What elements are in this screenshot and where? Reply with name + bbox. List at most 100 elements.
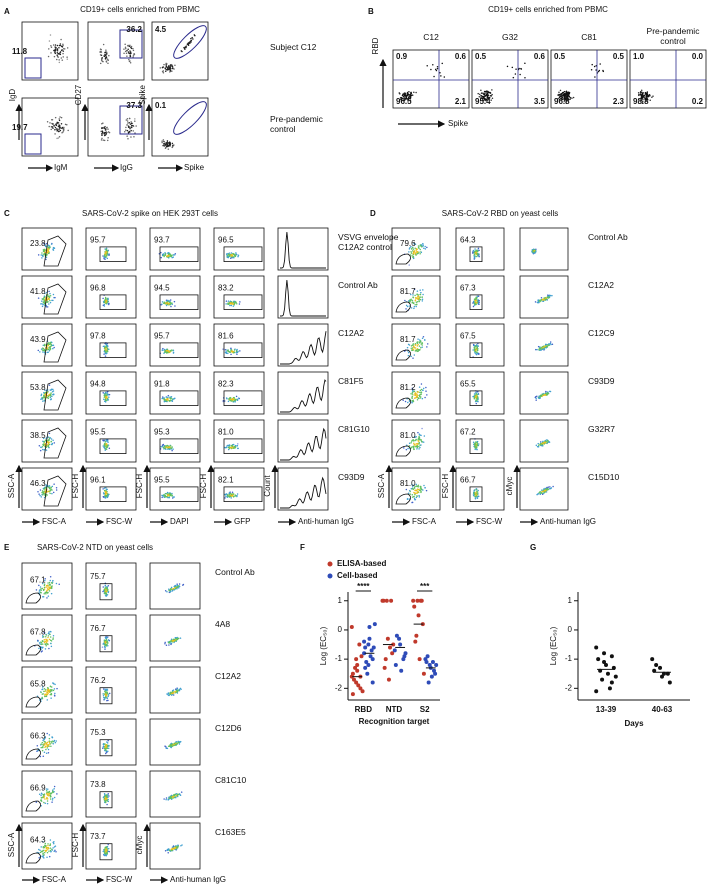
event-dot bbox=[227, 352, 229, 355]
event-dot bbox=[563, 90, 566, 93]
plot-frame bbox=[85, 770, 137, 818]
event-dot bbox=[103, 305, 106, 307]
event-dot bbox=[53, 55, 56, 58]
event-dot bbox=[512, 76, 515, 79]
gate-value: 36.2 bbox=[126, 25, 142, 34]
data-point bbox=[353, 665, 358, 670]
event-dot bbox=[123, 48, 125, 50]
event-dot bbox=[163, 254, 165, 256]
event-dot bbox=[50, 693, 53, 696]
event-dot bbox=[51, 126, 54, 128]
data-point bbox=[415, 598, 420, 603]
data-point bbox=[351, 677, 356, 682]
event-dot bbox=[124, 43, 126, 45]
event-dot bbox=[173, 641, 175, 644]
y-axis-label: Count bbox=[263, 475, 272, 497]
event-dot bbox=[417, 440, 420, 443]
event-dot bbox=[410, 487, 413, 490]
event-dot bbox=[515, 68, 517, 70]
event-dot bbox=[105, 56, 108, 59]
event-dot bbox=[46, 494, 48, 496]
event-dot bbox=[426, 343, 429, 345]
event-dot bbox=[411, 393, 414, 395]
x-axis-label: IgG bbox=[120, 163, 133, 172]
event-dot bbox=[410, 245, 412, 248]
x-axis-label: GFP bbox=[234, 517, 250, 526]
event-dot bbox=[56, 129, 59, 131]
event-dot bbox=[638, 93, 640, 96]
data-point bbox=[364, 660, 369, 665]
event-dot bbox=[45, 449, 48, 451]
event-dot bbox=[105, 299, 108, 302]
event-dot bbox=[545, 346, 548, 349]
event-dot bbox=[484, 97, 486, 100]
event-dot bbox=[169, 494, 172, 497]
event-dot bbox=[545, 390, 547, 393]
event-dot bbox=[104, 794, 106, 796]
event-dot bbox=[103, 443, 106, 445]
event-dot bbox=[50, 243, 53, 245]
gate-value: 11.8 bbox=[12, 47, 28, 56]
event-dot bbox=[50, 392, 52, 394]
event-dot bbox=[540, 441, 542, 443]
event-dot bbox=[52, 638, 54, 640]
event-dot bbox=[58, 128, 60, 130]
event-dot bbox=[58, 119, 61, 122]
event-dot bbox=[53, 787, 55, 790]
gate bbox=[99, 294, 127, 310]
event-dot bbox=[105, 132, 107, 135]
event-dot bbox=[174, 744, 177, 746]
event-dot bbox=[43, 738, 46, 740]
event-dot bbox=[127, 126, 130, 129]
event-dot bbox=[162, 71, 165, 74]
event-dot bbox=[41, 582, 44, 585]
event-dot bbox=[172, 448, 174, 450]
event-dot bbox=[537, 442, 539, 445]
data-point bbox=[594, 689, 599, 694]
x-tick-label: 13-39 bbox=[596, 705, 617, 714]
data-point bbox=[605, 671, 610, 676]
event-dot bbox=[598, 69, 601, 72]
event-dot bbox=[443, 76, 446, 78]
event-dot bbox=[413, 242, 415, 245]
event-dot bbox=[239, 350, 241, 352]
event-dot bbox=[228, 496, 231, 498]
event-dot bbox=[475, 402, 478, 405]
event-dot bbox=[54, 44, 57, 46]
gate bbox=[99, 791, 113, 809]
gate bbox=[24, 133, 42, 155]
event-dot bbox=[108, 54, 110, 57]
event-dot bbox=[646, 97, 648, 99]
event-dot bbox=[130, 47, 133, 50]
event-dot bbox=[188, 41, 190, 44]
x-axis-label: FSC-A bbox=[42, 875, 67, 884]
event-dot bbox=[49, 34, 52, 36]
event-dot bbox=[40, 691, 42, 694]
event-dot bbox=[229, 399, 232, 402]
event-dot bbox=[102, 586, 105, 588]
event-dot bbox=[104, 392, 107, 394]
legend-marker bbox=[327, 573, 333, 579]
event-dot bbox=[173, 254, 176, 256]
event-dot bbox=[48, 581, 51, 584]
data-point bbox=[392, 648, 397, 653]
event-dot bbox=[44, 695, 46, 698]
event-dot bbox=[47, 791, 50, 794]
data-point bbox=[391, 642, 396, 647]
event-dot bbox=[412, 252, 415, 254]
event-dot bbox=[162, 397, 164, 400]
event-dot bbox=[48, 303, 50, 305]
event-dot bbox=[422, 242, 424, 245]
event-dot bbox=[410, 94, 413, 97]
event-dot bbox=[547, 488, 549, 491]
event-dot bbox=[473, 252, 475, 254]
plot-frame bbox=[277, 371, 329, 415]
plot-frame bbox=[21, 822, 73, 870]
event-dot bbox=[108, 348, 110, 350]
gate bbox=[395, 349, 411, 361]
event-dot bbox=[407, 354, 410, 357]
event-dot bbox=[56, 137, 58, 140]
y-tick-label: 1 bbox=[338, 596, 343, 605]
event-dot bbox=[50, 792, 52, 795]
event-dot bbox=[104, 296, 107, 299]
